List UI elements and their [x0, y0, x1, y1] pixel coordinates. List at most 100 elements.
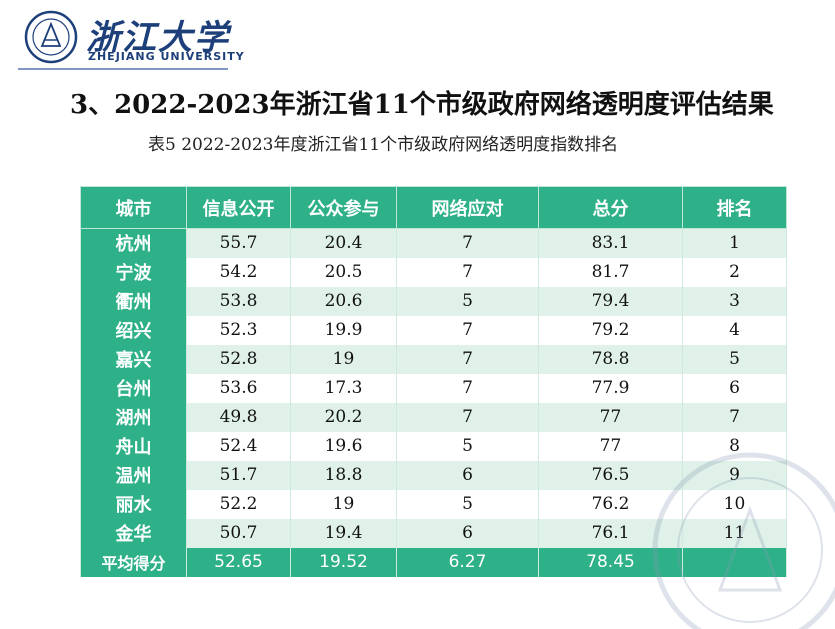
table-cell: 55.7	[186, 228, 291, 258]
table-cell: 79.2	[538, 315, 683, 345]
table-cell: 52.4	[186, 431, 291, 461]
table-row: 杭州 55.7 20.4 7 83.1 1	[80, 228, 787, 258]
table-cell: 49.8	[186, 402, 291, 432]
column-header: 城市	[80, 186, 187, 229]
table-row: 湖州 49.8 20.2 7 77 7	[80, 402, 787, 432]
table-cell: 53.8	[186, 286, 291, 316]
table-cell: 19.9	[290, 315, 397, 345]
table-cell: 77	[538, 431, 683, 461]
column-header: 排名	[682, 186, 787, 229]
table-cell: 9	[682, 460, 787, 490]
table-cell: 51.7	[186, 460, 291, 490]
table-cell: 7	[396, 373, 539, 403]
table-cell: 6	[682, 373, 787, 403]
table-row: 宁波 54.2 20.5 7 81.7 2	[80, 257, 787, 287]
table-cell: 81.7	[538, 257, 683, 287]
city-name-cell: 杭州	[80, 228, 187, 258]
city-name-cell: 嘉兴	[80, 344, 187, 374]
table-cell: 5	[396, 431, 539, 461]
table-cell: 52.8	[186, 344, 291, 374]
table-cell: 8	[682, 431, 787, 461]
table-cell: 76.2	[538, 489, 683, 519]
table-cell: 5	[682, 344, 787, 374]
city-name-cell: 丽水	[80, 489, 187, 519]
table-cell: 11	[682, 518, 787, 548]
table-row: 舟山 52.4 19.6 5 77 8	[80, 431, 787, 461]
table-row: 温州 51.7 18.8 6 76.5 9	[80, 460, 787, 490]
university-seal-icon	[24, 10, 78, 64]
brand-name-cn: 浙江大学	[86, 18, 230, 58]
table-cell: 7	[396, 257, 539, 287]
table-row: 金华 50.7 19.4 6 76.1 11	[80, 518, 787, 548]
city-name-cell: 台州	[80, 373, 187, 403]
header-divider	[18, 68, 228, 70]
table-caption: 表5 2022-2023年度浙江省11个市级政府网络透明度指数排名	[148, 135, 619, 155]
table-cell: 6	[396, 518, 539, 548]
table-cell: 3	[682, 286, 787, 316]
ranking-table-container: 城市 信息公开 公众参与 网络应对 总分 排名 杭州 55.7 20.4 7 83.1 1…	[80, 186, 787, 577]
table-cell: 19.4	[290, 518, 397, 548]
column-header: 总分	[538, 186, 683, 229]
column-header: 公众参与	[290, 186, 397, 229]
page-title: 3、2022-2023年浙江省11个市级政府网络透明度评估结果	[70, 90, 774, 120]
table-row: 衢州 53.8 20.6 5 79.4 3	[80, 286, 787, 316]
table-cell: 7	[396, 344, 539, 374]
table-cell: 20.6	[290, 286, 397, 316]
table-cell: 7	[396, 402, 539, 432]
table-cell: 19	[290, 489, 397, 519]
table-row: 嘉兴 52.8 19 7 78.8 5	[80, 344, 787, 374]
table-cell: 4	[682, 315, 787, 345]
table-cell: 7	[682, 402, 787, 432]
table-cell: 1	[682, 228, 787, 258]
table-cell: 79.4	[538, 286, 683, 316]
table-row: 绍兴 52.3 19.9 7 79.2 4	[80, 315, 787, 345]
table-cell: 77	[538, 402, 683, 432]
table-cell: 5	[396, 286, 539, 316]
table-cell: 19.6	[290, 431, 397, 461]
column-header: 网络应对	[396, 186, 539, 229]
table-cell: 52.2	[186, 489, 291, 519]
table-cell: 76.5	[538, 460, 683, 490]
average-cell: 52.65	[186, 547, 291, 577]
city-name-cell: 湖州	[80, 402, 187, 432]
average-cell: 19.52	[290, 547, 397, 577]
table-cell: 50.7	[186, 518, 291, 548]
table-cell: 7	[396, 315, 539, 345]
table-cell: 20.4	[290, 228, 397, 258]
average-row: 平均得分 52.65 19.52 6.27 78.45	[80, 547, 787, 577]
table-cell: 52.3	[186, 315, 291, 345]
table-row: 丽水 52.2 19 5 76.2 10	[80, 489, 787, 519]
table-cell: 83.1	[538, 228, 683, 258]
table-row: 台州 53.6 17.3 7 77.9 6	[80, 373, 787, 403]
average-cell: 78.45	[538, 547, 683, 577]
average-cell	[682, 547, 787, 577]
watermark-seal-icon	[652, 452, 835, 629]
table-cell: 76.1	[538, 518, 683, 548]
table-cell: 77.9	[538, 373, 683, 403]
table-cell: 6	[396, 460, 539, 490]
table-cell: 17.3	[290, 373, 397, 403]
average-label-cell: 平均得分	[80, 547, 187, 577]
university-header: 浙江大学 ZHEJIANG UNIVERSITY	[18, 8, 538, 68]
ranking-table: 城市 信息公开 公众参与 网络应对 总分 排名 杭州 55.7 20.4 7 83.1 1…	[80, 186, 787, 577]
brand-name-en: ZHEJIANG UNIVERSITY	[88, 50, 245, 63]
table-cell: 5	[396, 489, 539, 519]
table-cell: 18.8	[290, 460, 397, 490]
city-name-cell: 衢州	[80, 286, 187, 316]
average-cell: 6.27	[396, 547, 539, 577]
table-cell: 19	[290, 344, 397, 374]
table-header-row: 城市 信息公开 公众参与 网络应对 总分 排名	[80, 186, 787, 229]
table-cell: 10	[682, 489, 787, 519]
city-name-cell: 金华	[80, 518, 187, 548]
city-name-cell: 绍兴	[80, 315, 187, 345]
table-cell: 20.5	[290, 257, 397, 287]
city-name-cell: 舟山	[80, 431, 187, 461]
city-name-cell: 温州	[80, 460, 187, 490]
table-cell: 20.2	[290, 402, 397, 432]
table-cell: 2	[682, 257, 787, 287]
table-cell: 53.6	[186, 373, 291, 403]
column-header: 信息公开	[186, 186, 291, 229]
city-name-cell: 宁波	[80, 257, 187, 287]
table-cell: 78.8	[538, 344, 683, 374]
table-cell: 7	[396, 228, 539, 258]
